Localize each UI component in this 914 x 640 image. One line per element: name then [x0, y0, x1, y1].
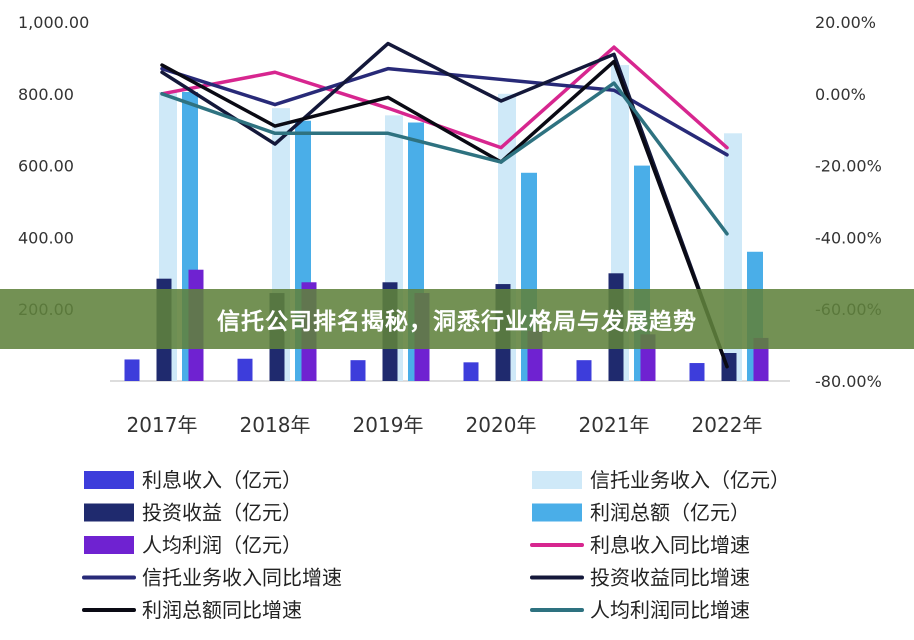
category-label: 2022年 — [692, 413, 763, 437]
category-labels: 2017年 2018年 2019年 2020年 2021年 2022年 — [127, 413, 763, 437]
category-label: 2019年 — [353, 413, 424, 437]
legend-label: 信托业务收入同比增速 — [142, 566, 342, 590]
legend-swatch — [84, 536, 134, 554]
legend-label: 人均利润（亿元） — [142, 533, 302, 557]
bar-interest-income — [124, 359, 140, 381]
legend-label: 投资收益同比增速 — [590, 566, 750, 590]
right-tick-label: -80.00% — [815, 372, 882, 391]
left-tick-label: 400.00 — [18, 228, 74, 247]
legend-swatch — [84, 503, 134, 522]
legend-label: 利润总额同比增速 — [142, 598, 302, 622]
left-tick-label: 800.00 — [18, 85, 74, 104]
legend-swatch — [532, 503, 582, 522]
left-tick-label: 600.00 — [18, 157, 74, 176]
legend-label: 人均利润同比增速 — [590, 598, 750, 622]
left-tick-label: 1,000.00 — [18, 13, 89, 32]
legend-swatch — [84, 471, 134, 489]
bar-interest-income — [689, 363, 705, 381]
legend-label: 信托业务收入（亿元） — [590, 468, 790, 492]
bar-interest-income — [576, 360, 592, 381]
category-label: 2020年 — [466, 413, 537, 437]
right-tick-label: 0.00% — [815, 85, 866, 104]
legend-label: 利息收入同比增速 — [590, 533, 750, 557]
line-profit-growth — [160, 59, 729, 369]
legend-swatch — [532, 471, 582, 489]
line-per-capita-growth — [160, 81, 729, 236]
category-label: 2017年 — [127, 413, 198, 437]
banner-title: 信托公司排名揭秘，洞悉行业格局与发展趋势 — [217, 309, 697, 335]
bar-interest-income — [237, 358, 253, 381]
bar-interest-income — [463, 362, 479, 381]
line-marks — [160, 41, 729, 369]
title-banner: 信托公司排名揭秘，洞悉行业格局与发展趋势 — [0, 289, 914, 349]
legend-label: 投资收益（亿元） — [142, 501, 302, 525]
legend: 利息收入（亿元） 信托业务收入（亿元） 投资收益（亿元） 利润总额（亿元） 人均利润（亿… — [82, 468, 790, 622]
right-tick-label: -40.00% — [815, 228, 882, 247]
right-tick-label: 20.00% — [815, 13, 876, 32]
category-label: 2018年 — [240, 413, 311, 437]
category-label: 2021年 — [579, 413, 650, 437]
legend-label: 利息收入（亿元） — [142, 468, 302, 492]
bar-interest-income — [350, 360, 366, 381]
legend-label: 利润总额（亿元） — [590, 501, 750, 525]
right-tick-label: -20.00% — [815, 157, 882, 176]
